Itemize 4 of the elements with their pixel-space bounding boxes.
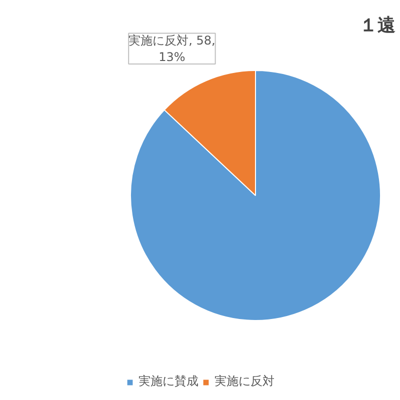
- chart-title: １遠: [360, 15, 396, 36]
- legend-label: 実施に反対: [214, 373, 274, 390]
- legend-label: 実施に賛成: [138, 373, 198, 390]
- data-label: 実施に反対, 58, 13%: [128, 33, 216, 64]
